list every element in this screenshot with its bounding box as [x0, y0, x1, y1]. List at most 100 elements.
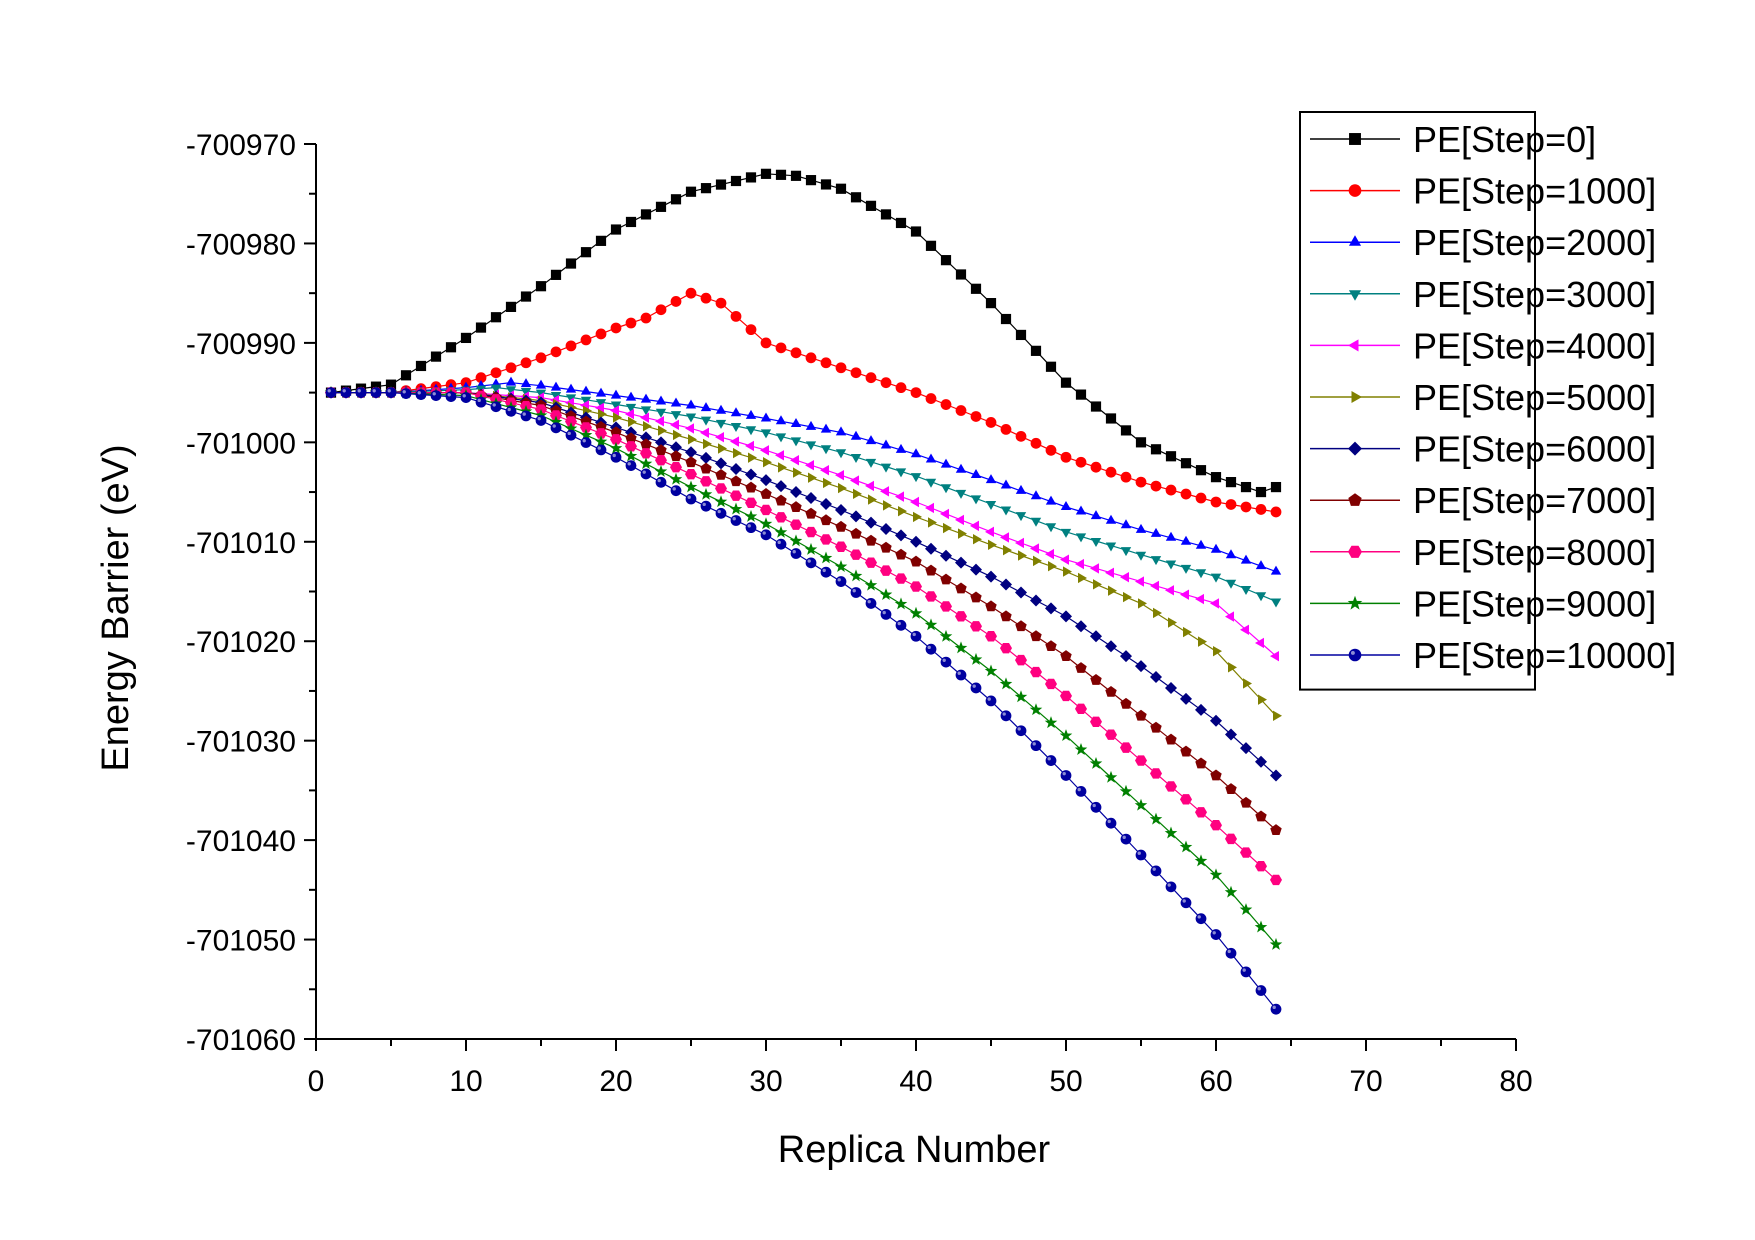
data-point: [730, 490, 742, 501]
data-point: [1180, 535, 1192, 545]
data-point-highlight: [402, 390, 406, 394]
data-point: [685, 399, 697, 409]
data-point: [805, 507, 817, 519]
data-point: [1240, 966, 1252, 978]
data-point: [628, 416, 637, 428]
data-point: [805, 352, 817, 364]
data-point: [805, 441, 817, 451]
data-point-highlight: [912, 632, 916, 637]
data-point: [715, 179, 727, 190]
data-point: [1210, 714, 1222, 727]
data-point: [1210, 598, 1219, 609]
data-point: [700, 427, 709, 438]
data-point: [1120, 571, 1129, 583]
data-point: [1090, 674, 1102, 685]
data-point: [1240, 481, 1252, 493]
data-point: [685, 468, 697, 480]
legend: PE[Step=0] PE[Step=1000] PE[Step=2000] PE[S…: [1299, 111, 1676, 691]
data-point: [1135, 709, 1147, 721]
data-point: [1255, 637, 1264, 649]
data-point-highlight: [717, 509, 721, 514]
series-line: [331, 392, 1277, 717]
data-point: [925, 643, 937, 655]
data-point: [595, 387, 607, 397]
data-point: [880, 377, 892, 389]
data-point: [1225, 833, 1237, 845]
data-point: [340, 387, 352, 399]
data-point: [940, 549, 952, 562]
data-point: [925, 240, 937, 251]
data-point: [624, 449, 638, 462]
data-point: [1000, 532, 1009, 543]
data-point: [1210, 573, 1222, 583]
data-point: [895, 529, 907, 542]
data-point: [1000, 424, 1012, 435]
data-point: [1165, 681, 1177, 694]
data-point-highlight: [792, 550, 796, 554]
y-tick-label: -701060: [186, 1024, 296, 1057]
data-point: [925, 502, 934, 514]
data-point: [670, 296, 682, 307]
data-point: [1105, 685, 1117, 697]
data-point: [580, 334, 592, 346]
data-point: [1045, 523, 1057, 533]
series-line: [331, 386, 1277, 602]
data-point: [1195, 492, 1207, 504]
data-point: [1273, 710, 1282, 722]
data-point: [970, 591, 982, 603]
data-point: [550, 391, 562, 401]
data-point: [685, 186, 697, 197]
legend-swatch-marker: [1348, 545, 1362, 558]
data-point: [1225, 947, 1237, 959]
legend-label: PE[Step=3000]: [1413, 274, 1656, 315]
data-point: [985, 570, 997, 583]
data-point: [1045, 602, 1057, 615]
data-point: [985, 298, 997, 309]
data-point-highlight: [1272, 1005, 1276, 1010]
data-point: [745, 440, 754, 452]
data-point: [1015, 430, 1027, 442]
data-point: [958, 528, 967, 539]
data-point: [595, 328, 607, 340]
data-point: [940, 656, 952, 668]
data-point: [400, 388, 412, 400]
data-point-highlight: [1182, 899, 1186, 903]
data-point: [1120, 650, 1132, 663]
data-point: [1150, 480, 1162, 492]
data-point: [1150, 721, 1162, 733]
legend-label: PE[Step=0]: [1413, 119, 1596, 160]
data-point: [820, 423, 832, 433]
data-point: [820, 464, 829, 476]
data-point: [535, 415, 547, 426]
data-point: [1105, 514, 1117, 524]
data-point: [1075, 456, 1087, 468]
data-point: [1270, 565, 1282, 575]
data-point: [910, 473, 922, 483]
data-point: [925, 478, 937, 488]
data-point: [1180, 897, 1192, 909]
data-point: [1045, 444, 1057, 456]
data-point: [1240, 847, 1252, 858]
data-point: [1030, 740, 1042, 752]
data-point: [835, 362, 847, 374]
data-point: [700, 183, 712, 194]
data-point: [805, 420, 817, 430]
data-point: [880, 463, 892, 473]
data-point: [760, 504, 772, 516]
data-point: [1030, 630, 1042, 642]
data-point: [1255, 810, 1267, 822]
legend-swatch-marker: [1348, 648, 1362, 662]
data-point: [1060, 500, 1072, 510]
data-point: [1213, 645, 1222, 657]
data-point: [1195, 465, 1207, 476]
data-point: [579, 428, 593, 441]
data-point: [865, 458, 877, 468]
data-point: [535, 389, 547, 399]
data-point: [475, 372, 487, 384]
data-point: [534, 408, 548, 421]
data-point: [640, 468, 652, 480]
data-point: [1270, 650, 1279, 662]
data-point: [835, 469, 844, 481]
data-point: [1060, 528, 1072, 538]
data-point: [985, 631, 997, 642]
